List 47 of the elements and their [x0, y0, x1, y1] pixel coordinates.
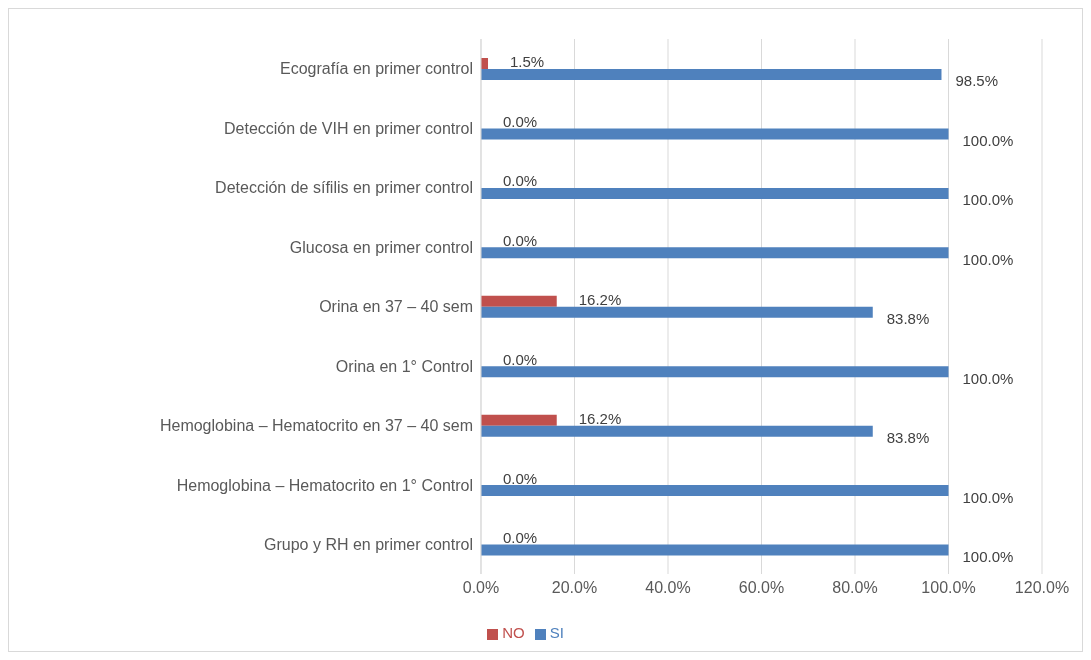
y-tick-label: Orina en 37 – 40 sem	[319, 298, 473, 316]
y-tick-label: Orina en 1° Control	[335, 357, 473, 375]
bar	[481, 414, 557, 426]
bar	[481, 306, 873, 318]
x-tick-label: 100.0%	[921, 579, 976, 597]
data-label: 100.0%	[962, 250, 1014, 268]
data-label: 100.0%	[962, 488, 1014, 506]
x-tick-label: 80.0%	[832, 579, 878, 597]
data-label: 0.0%	[503, 112, 538, 130]
data-label: 16.2%	[578, 410, 622, 428]
y-tick-label: Glucosa en primer control	[289, 238, 473, 256]
bar	[481, 187, 949, 199]
y-tick-label: Ecografía en primer control	[280, 60, 473, 78]
data-label: 98.5%	[955, 72, 999, 90]
bar	[481, 69, 942, 80]
y-tick-label: Detección de sífilis en primer control	[215, 179, 473, 197]
legend-label: SI	[549, 624, 564, 641]
data-label: 0.0%	[503, 172, 538, 190]
x-tick-label: 20.0%	[551, 579, 598, 597]
data-label: 100.0%	[962, 191, 1014, 209]
y-tick-label: Hemoglobina – Hematocrito en 37 – 40 sem	[159, 417, 473, 435]
data-label: 83.8%	[886, 310, 930, 328]
data-label: 100.0%	[962, 369, 1014, 387]
data-label: 83.8%	[886, 429, 930, 447]
y-tick-label: Detección de VIH en primer control	[224, 119, 473, 137]
legend-label: NO	[502, 624, 525, 641]
data-label: 0.0%	[503, 469, 538, 487]
data-label: 0.0%	[503, 231, 538, 249]
x-tick-label: 60.0%	[738, 579, 785, 597]
bar	[481, 247, 949, 259]
bar	[481, 128, 949, 140]
bar	[481, 485, 949, 497]
bar	[481, 544, 949, 556]
bar	[481, 425, 873, 437]
bar	[481, 366, 949, 378]
x-tick-label: 120.0%	[1014, 579, 1070, 597]
x-tick-label: 40.0%	[645, 579, 691, 597]
data-label: 0.0%	[503, 529, 538, 547]
bar	[481, 295, 557, 307]
data-label: 100.0%	[962, 131, 1014, 149]
data-label: 0.0%	[503, 350, 538, 368]
y-tick-label: Grupo y RH en primer control	[264, 535, 473, 553]
data-label: 1.5%	[510, 53, 545, 71]
data-label: 16.2%	[578, 291, 622, 309]
x-tick-label: 0.0%	[462, 579, 500, 597]
y-tick-label: Hemoglobina – Hematocrito en 1° Control	[176, 476, 473, 494]
data-label: 100.0%	[962, 548, 1014, 566]
